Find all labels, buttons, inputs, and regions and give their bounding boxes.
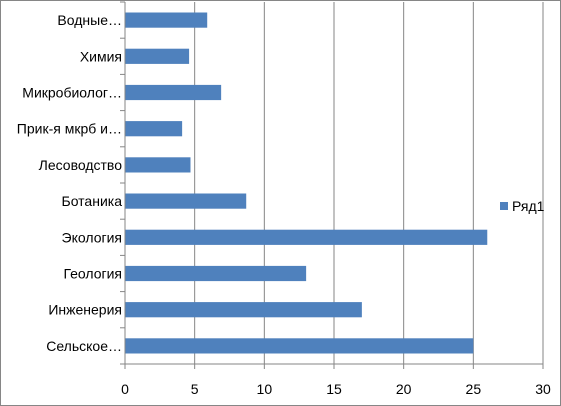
axes xyxy=(120,1,544,369)
x-tick-labels: 0 5 10 15 20 25 30 xyxy=(121,381,551,397)
legend[interactable]: Ряд1 xyxy=(500,198,545,214)
bar-5[interactable] xyxy=(125,193,247,209)
bars xyxy=(125,12,488,354)
category-label-2: Инженерия xyxy=(48,302,122,318)
x-tick-label-10: 10 xyxy=(257,381,273,397)
category-label-6: Лесоводство xyxy=(39,157,123,173)
x-tick-label-15: 15 xyxy=(326,381,342,397)
category-label-9: Химия xyxy=(80,48,122,64)
x-tick-label-20: 20 xyxy=(396,381,412,397)
bar-3[interactable] xyxy=(125,265,307,282)
bar-9[interactable] xyxy=(125,48,190,64)
legend-label-series-1[interactable]: Ряд1 xyxy=(512,198,545,214)
x-tick-label-30: 30 xyxy=(535,381,551,397)
bar-1[interactable] xyxy=(125,338,474,354)
bar-7[interactable] xyxy=(125,121,183,137)
category-labels: Сельское… Инженерия Геология Экология Ботани… xyxy=(17,12,122,354)
category-label-1: Сельское… xyxy=(46,338,122,354)
category-label-5: Ботаника xyxy=(62,193,123,209)
category-label-7: Прик-я мкрб и… xyxy=(17,121,122,137)
category-label-10: Водные… xyxy=(57,12,122,28)
category-label-4: Экология xyxy=(62,229,122,245)
bar-2[interactable] xyxy=(125,302,362,318)
bar-10[interactable] xyxy=(125,12,208,28)
x-tick-label-25: 25 xyxy=(466,381,482,397)
x-tick-label-5: 5 xyxy=(191,381,199,397)
bar-4[interactable] xyxy=(125,229,488,245)
category-label-3: Геология xyxy=(63,266,122,282)
bar-6[interactable] xyxy=(125,157,191,173)
category-label-8: Микробиолог… xyxy=(22,85,122,101)
bar-8[interactable] xyxy=(125,84,222,101)
x-tick-label-0: 0 xyxy=(121,381,129,397)
legend-swatch[interactable] xyxy=(500,202,508,210)
